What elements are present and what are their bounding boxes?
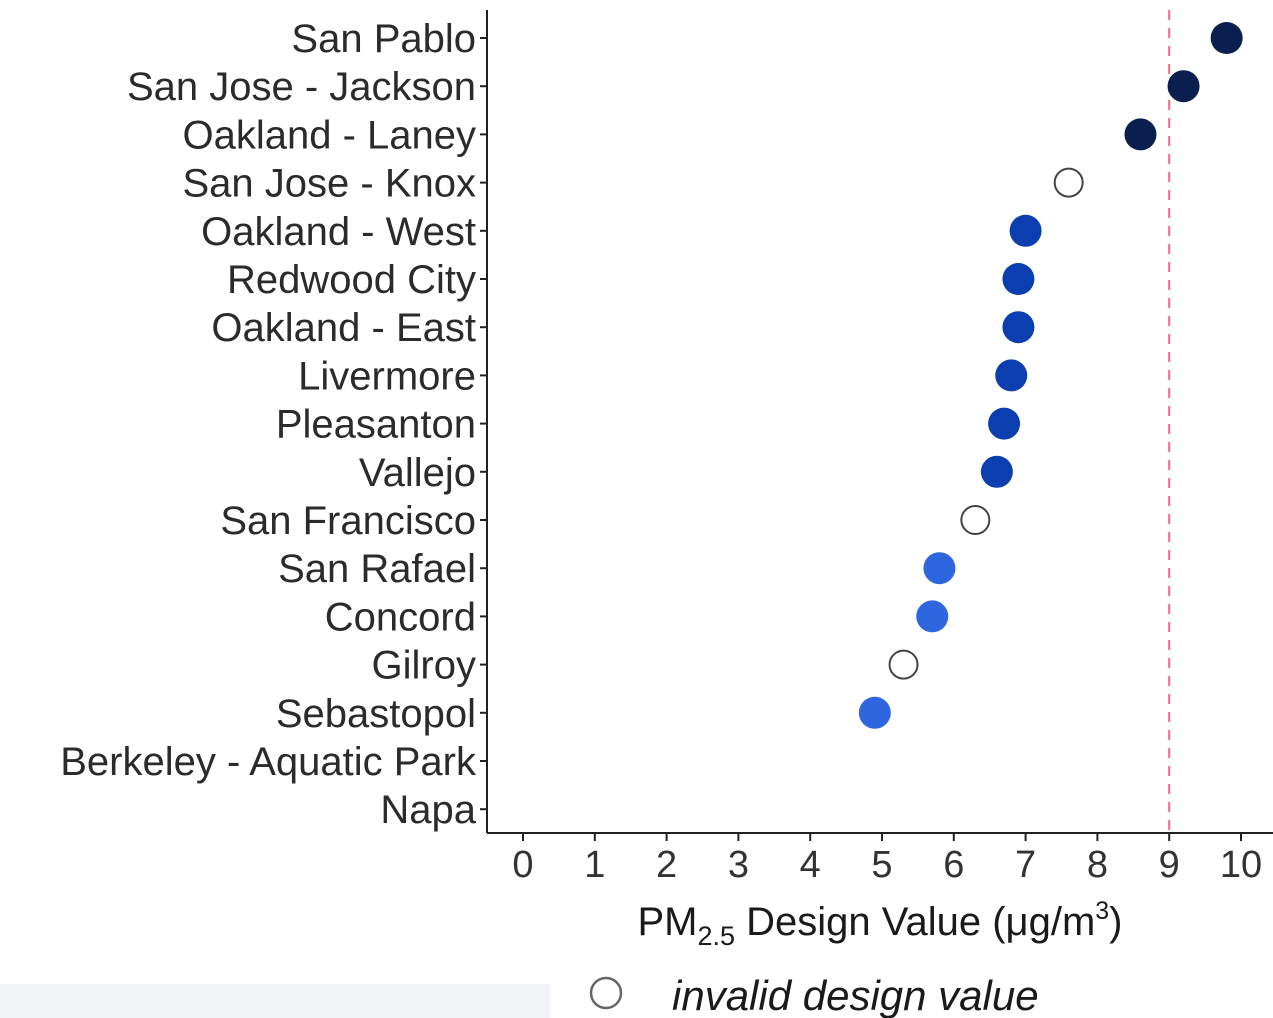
category-label: San Francisco: [220, 499, 476, 543]
legend-open-circle-icon: [589, 976, 623, 1010]
x-axis-title-subscript: 2.5: [697, 921, 735, 951]
x-tick-label: 1: [584, 844, 605, 886]
data-point: [995, 359, 1028, 392]
data-point-invalid: [960, 505, 991, 535]
data-point: [980, 455, 1013, 488]
data-point: [1002, 311, 1035, 344]
x-axis-title: PM2.5 Design Value (μg/m3): [637, 897, 1122, 951]
category-label: Redwood City: [227, 258, 476, 302]
data-point: [1002, 263, 1035, 295]
background-band: [0, 984, 550, 1018]
x-tick-label: 3: [728, 844, 749, 886]
data-point: [1210, 22, 1243, 54]
category-label: Oakland - West: [201, 210, 476, 254]
axes-group: [480, 10, 1273, 841]
category-label: Concord: [325, 595, 476, 639]
x-tick-label: 0: [512, 844, 533, 886]
data-point: [1009, 214, 1042, 247]
category-label: Oakland - East: [211, 306, 476, 350]
legend-label: invalid design value: [672, 972, 1039, 1018]
x-axis-title-superscript: 3: [1095, 897, 1109, 925]
x-tick-label: 8: [1087, 844, 1108, 886]
x-tick-label: 10: [1220, 844, 1262, 886]
data-point: [988, 407, 1021, 440]
data-point: [1167, 70, 1200, 103]
category-label: Vallejo: [359, 451, 476, 495]
category-label: Napa: [380, 788, 476, 832]
data-point-invalid: [888, 649, 919, 680]
category-label: San Pablo: [291, 17, 476, 61]
data-point: [916, 600, 949, 633]
category-label: Livermore: [298, 354, 476, 398]
x-tick-labels: 0 1 2 3 4 5 6 7 8 9 10: [512, 844, 1262, 886]
data-point-invalid: [1053, 167, 1084, 198]
data-point: [1124, 118, 1157, 151]
category-label: San Jose - Jackson: [127, 65, 476, 109]
category-label: San Rafael: [278, 547, 476, 591]
category-label: San Jose - Knox: [183, 162, 477, 206]
category-label: Gilroy: [372, 644, 476, 688]
data-point: [858, 696, 891, 729]
category-label: Berkeley - Aquatic Park: [60, 740, 477, 784]
x-axis-title-main: PM: [637, 900, 697, 944]
x-tick-label: 2: [656, 844, 677, 886]
x-tick-label: 5: [871, 844, 892, 886]
data-points: [858, 22, 1243, 729]
data-point: [923, 552, 956, 585]
x-tick-label: 4: [800, 844, 821, 886]
x-tick-label: 9: [1159, 844, 1180, 886]
x-axis-title-rest: Design Value (μg/m: [735, 900, 1095, 944]
x-axis-title-end: ): [1109, 900, 1122, 944]
category-label: Sebastopol: [276, 692, 476, 736]
category-label: Pleasanton: [276, 403, 476, 447]
x-tick-label: 6: [943, 844, 964, 886]
legend: invalid design value: [589, 972, 1039, 1018]
x-tick-label: 7: [1015, 844, 1036, 886]
category-label: Oakland - Laney: [182, 113, 476, 157]
